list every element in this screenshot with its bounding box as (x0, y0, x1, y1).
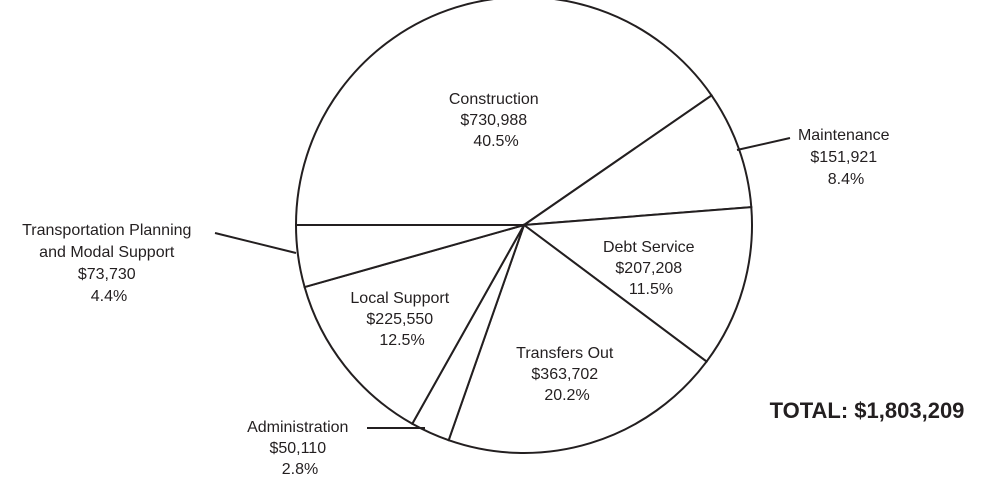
label-transfers-out: Transfers Out $363,702 20.2% (516, 345, 618, 404)
leader-maintenance (736, 137, 791, 151)
slice-transportation-planning-and-modal-support (294, 224, 525, 289)
slice-local-support (303, 223, 527, 426)
pie-slices (294, 0, 753, 454)
label-local-support: Local Support $225,550 12.5% (350, 290, 453, 349)
label-maintenance: Maintenance $151,921 8.4% (798, 127, 894, 188)
slice-construction (294, 0, 713, 226)
slice-debt-service (521, 206, 753, 363)
total-label: TOTAL: $1,803,209 (770, 398, 965, 423)
slice-transfers-out (447, 223, 708, 454)
label-transportation-planning: Transportation Planning and Modal Suppor… (22, 222, 196, 305)
label-debt-service: Debt Service $207,208 11.5% (603, 239, 699, 298)
label-construction: Construction $730,988 40.5% (449, 91, 543, 150)
label-administration: Administration $50,110 2.8% (247, 419, 353, 477)
leader-transportation (214, 232, 297, 254)
